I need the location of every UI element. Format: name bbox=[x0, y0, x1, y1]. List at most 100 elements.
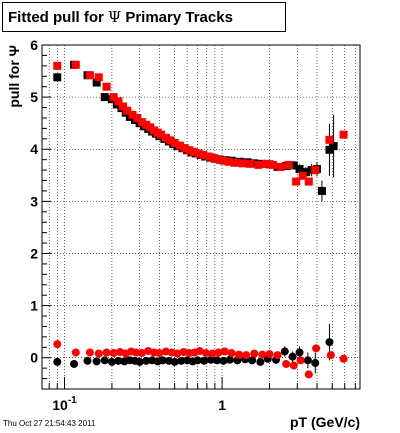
series-1-point bbox=[185, 146, 194, 155]
series-1-point bbox=[224, 157, 233, 166]
series-1-point bbox=[94, 73, 103, 82]
series-1-point bbox=[189, 147, 198, 156]
series-1-point bbox=[118, 102, 127, 111]
series-0-point bbox=[325, 145, 334, 154]
chart-title: Fitted pull for Ψ Primary Tracks bbox=[2, 2, 286, 32]
series-2-point bbox=[225, 355, 234, 364]
series-2-point bbox=[288, 352, 297, 361]
series-3-point bbox=[273, 351, 282, 360]
y-tick-label: 6 bbox=[30, 37, 38, 53]
series-1-point bbox=[284, 160, 293, 169]
series-1-point bbox=[109, 93, 118, 102]
series-3-point bbox=[326, 351, 335, 360]
y-tick-label: 5 bbox=[30, 89, 38, 105]
y-tick-label: 2 bbox=[30, 245, 38, 261]
series-0-point bbox=[53, 73, 62, 82]
series-1-point bbox=[133, 113, 142, 122]
series-3-point bbox=[109, 349, 118, 358]
series-3-point bbox=[265, 350, 274, 359]
series-1-point bbox=[170, 138, 179, 147]
series-3-point bbox=[296, 356, 305, 365]
series-2-point bbox=[256, 357, 265, 366]
series-2-point bbox=[158, 356, 167, 365]
timestamp: Thu Oct 27 21:54:43 2011 bbox=[3, 419, 96, 428]
series-2-point bbox=[248, 356, 257, 365]
series-1-point bbox=[114, 97, 123, 106]
series-3-point bbox=[94, 349, 103, 358]
series-3-point bbox=[137, 349, 146, 358]
y-tick-label: 0 bbox=[30, 350, 38, 366]
series-3-point bbox=[289, 361, 298, 370]
y-axis-label: pull for Ψ bbox=[6, 45, 22, 108]
title-suffix: Primary Tracks bbox=[125, 9, 233, 26]
series-3-point bbox=[195, 346, 204, 355]
series-2-point bbox=[107, 357, 116, 366]
series-0-point bbox=[92, 78, 101, 87]
series-3-point bbox=[258, 350, 267, 359]
series-0-point bbox=[289, 161, 298, 170]
series-1-point bbox=[102, 82, 111, 91]
series-3-point bbox=[53, 340, 62, 349]
series-1-point bbox=[166, 136, 175, 145]
series-2-point bbox=[100, 356, 109, 365]
series-1-point bbox=[214, 155, 223, 164]
series-1-point bbox=[262, 159, 271, 168]
series-1-point bbox=[339, 130, 348, 139]
series-1-point bbox=[157, 130, 166, 139]
series-3-point bbox=[155, 349, 164, 358]
series-1-point bbox=[292, 177, 301, 186]
title-prefix: Fitted pull for bbox=[8, 9, 104, 26]
series-3-point bbox=[173, 349, 182, 358]
series-2-point bbox=[114, 356, 123, 365]
series-2-point bbox=[135, 357, 144, 366]
series-1-point bbox=[209, 154, 218, 163]
series-3-point bbox=[339, 354, 348, 363]
series-2-point bbox=[311, 358, 320, 367]
series-0-point bbox=[329, 142, 338, 151]
series-2-point bbox=[213, 356, 222, 365]
series-2-point bbox=[53, 357, 62, 366]
series-2-point bbox=[200, 356, 209, 365]
series-1-point bbox=[219, 156, 228, 165]
series-1-point bbox=[254, 160, 263, 169]
series-1-point bbox=[304, 177, 313, 186]
series-2-point bbox=[142, 356, 151, 365]
series-3-point bbox=[234, 350, 243, 359]
series-2-point bbox=[92, 357, 101, 366]
series-3-point bbox=[214, 348, 223, 357]
plot-frame bbox=[41, 44, 361, 390]
series-2-point bbox=[177, 356, 186, 365]
series-1-point bbox=[230, 158, 239, 167]
series-1-point bbox=[123, 106, 132, 115]
y-tick-label: 3 bbox=[30, 193, 38, 209]
series-3-point bbox=[304, 370, 313, 379]
series-1-point bbox=[85, 71, 94, 80]
series-1-point bbox=[142, 120, 151, 129]
series-0-point bbox=[250, 159, 259, 168]
series-3-point bbox=[201, 349, 210, 358]
series-2-point bbox=[219, 356, 228, 365]
series-1-point bbox=[199, 150, 208, 159]
series-3-point bbox=[227, 349, 236, 358]
series-0-point bbox=[295, 165, 304, 174]
series-3-point bbox=[282, 359, 291, 368]
y-tick-label: 1 bbox=[30, 298, 38, 314]
x-axis-label: pT (GeV/c) bbox=[290, 414, 360, 430]
x-tick-label: 10-1 bbox=[52, 395, 77, 413]
series-0-point bbox=[100, 93, 109, 102]
series-2-point bbox=[83, 356, 92, 365]
series-1-point bbox=[128, 110, 137, 119]
series-3-point bbox=[250, 349, 259, 358]
series-3-point bbox=[102, 348, 111, 357]
y-tick-label: 4 bbox=[30, 141, 38, 157]
series-1-point bbox=[311, 166, 320, 175]
series-2-point bbox=[193, 356, 202, 365]
series-1-point bbox=[276, 162, 285, 171]
series-1-point bbox=[137, 118, 146, 127]
series-1-point bbox=[204, 152, 213, 161]
series-1-point bbox=[245, 159, 254, 168]
title-psi-symbol: Ψ bbox=[108, 8, 122, 26]
series-2-point bbox=[303, 356, 312, 365]
series-1-point bbox=[325, 135, 334, 144]
